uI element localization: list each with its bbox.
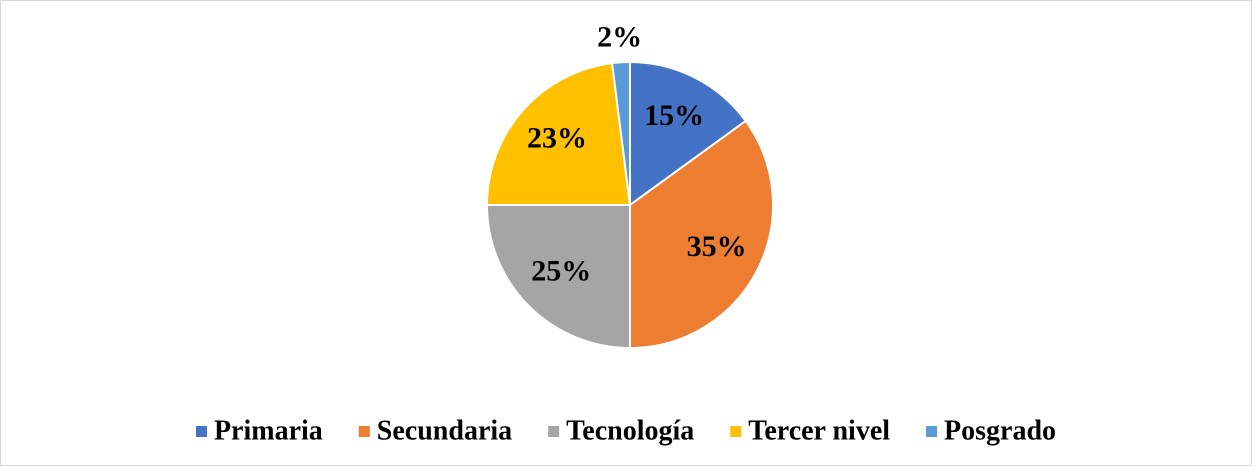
data-label: 23% xyxy=(527,122,587,155)
pie-slice xyxy=(629,119,774,350)
legend-label: Tecnología xyxy=(566,415,694,446)
pie-slice xyxy=(485,204,631,350)
legend-marker xyxy=(358,426,370,437)
data-label: 2% xyxy=(597,20,642,53)
legend-label: Posgrado xyxy=(944,415,1056,446)
pie-slice xyxy=(485,62,632,206)
data-label: 25% xyxy=(531,255,591,288)
pie-slice xyxy=(629,60,748,207)
legend-marker xyxy=(195,426,207,437)
legend-label: Tercer nivel xyxy=(748,415,890,446)
pie-slice xyxy=(610,60,631,206)
data-label: 15% xyxy=(644,99,704,132)
data-label: 35% xyxy=(687,230,747,263)
legend-marker xyxy=(730,426,742,437)
legend-label: Primaria xyxy=(214,415,323,446)
legend-marker xyxy=(548,426,560,437)
legend-marker xyxy=(926,426,938,437)
legend-label: Secundaria xyxy=(377,415,512,446)
